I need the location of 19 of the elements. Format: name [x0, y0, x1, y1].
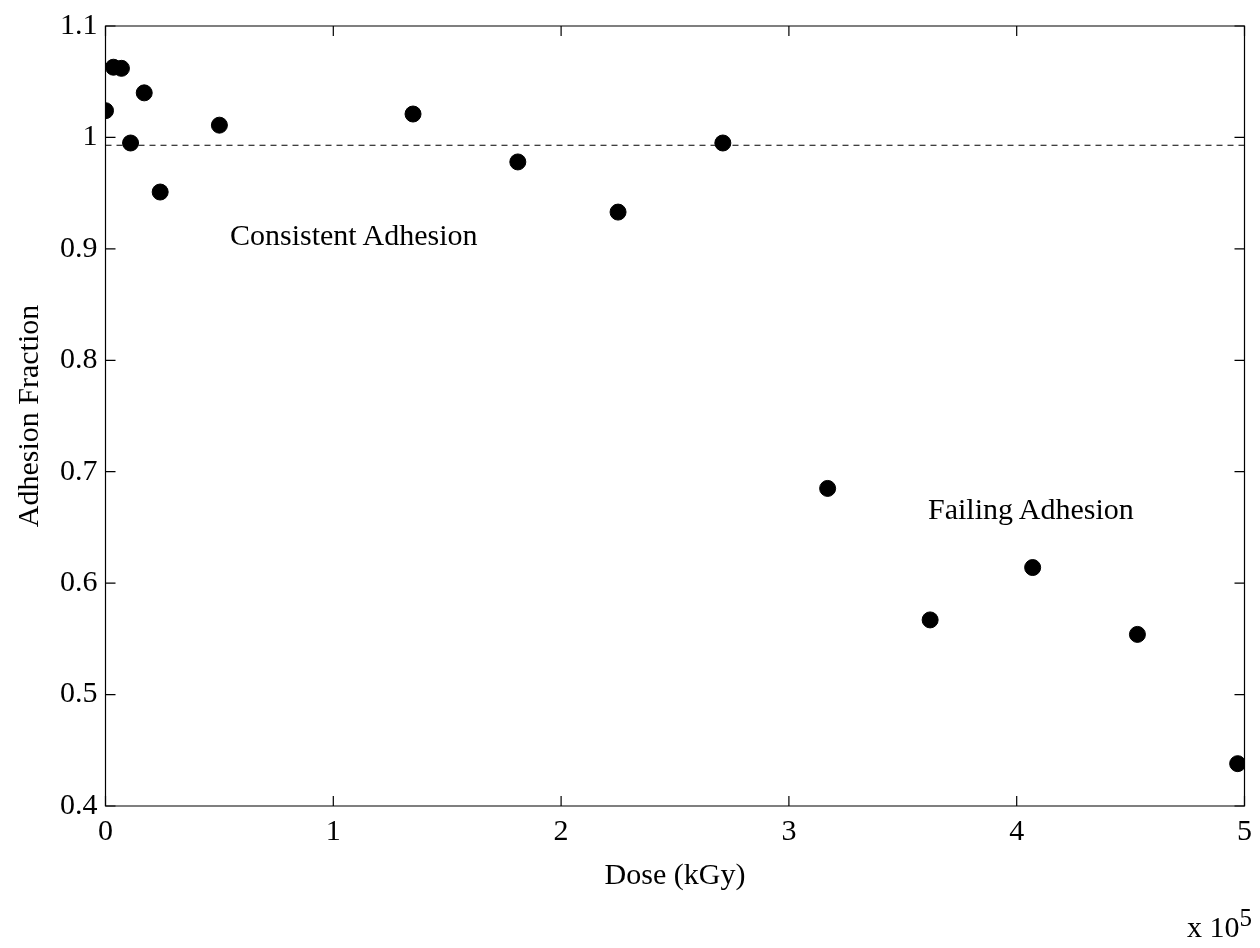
- y-tick-label: 0.4: [60, 786, 98, 820]
- x-tick-label: 3: [781, 812, 797, 846]
- x-tick-label: 0: [98, 812, 113, 846]
- text: x 10$^{5}$: [1187, 904, 1252, 944]
- y-tick-label: 0.5: [60, 675, 98, 709]
- x-tick-label: 4: [1009, 812, 1025, 846]
- y-tick-label: 0.7: [60, 452, 98, 486]
- y-tick-label: 1.1: [60, 6, 98, 40]
- x-tick-label: 2: [553, 812, 569, 846]
- y-tick-label: 0.6: [60, 564, 98, 598]
- x-tick-label: 5: [1237, 812, 1252, 846]
- x-tick-label: 1: [325, 812, 341, 846]
- y-axis-title: Adhesion Fraction: [10, 304, 44, 528]
- annotation: Failing Adhesion: [928, 492, 1134, 526]
- annotation: Consistent Adhesion: [230, 218, 478, 252]
- y-tick-label: 0.9: [60, 229, 98, 263]
- x-axis-title: Dose (kGy): [604, 856, 746, 891]
- y-tick-label: 0.8: [60, 341, 98, 375]
- y-tick-label: 1: [82, 118, 98, 152]
